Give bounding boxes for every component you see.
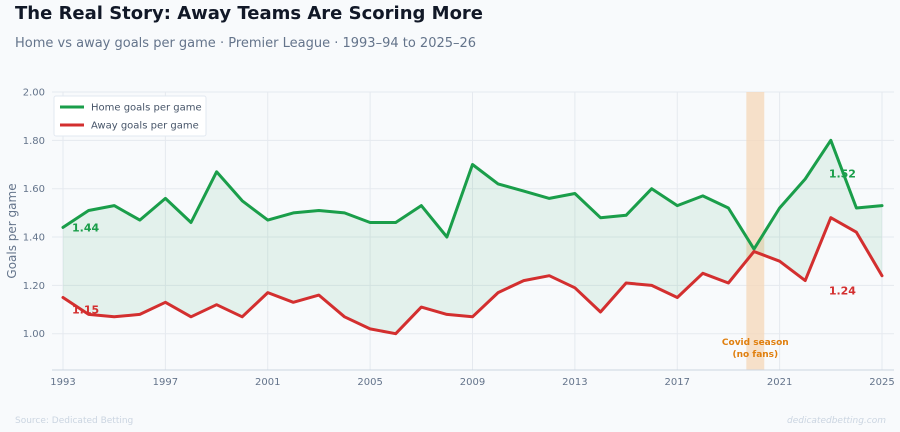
source-note: Source: Dedicated Betting [15,416,134,426]
covid-band [746,92,765,370]
legend-entry: Away goals per game [91,121,199,132]
chart-subtitle: Home vs away goals per game · Premier Le… [15,36,477,51]
y-tick-label: 1.20 [23,281,45,292]
legend: Home goals per game Away goals per game [53,95,207,137]
x-tick-label: 2013 [562,377,587,388]
y-tick-label: 1.40 [23,233,45,244]
covid-band-layer [746,92,765,370]
x-tick-label: 2001 [255,377,280,388]
site-credit: dedicatedbetting.com [786,416,886,426]
away-value-label: 1.15 [72,303,99,316]
annotation-layer: Covid season (no fans) 1.44 1.15 1.52 1.24 [72,167,856,360]
home-value-label: 1.52 [829,167,856,180]
covid-label-line2: (no fans) [732,350,778,360]
legend-entry: Home goals per game [91,103,202,114]
chart-title: The Real Story: Away Teams Are Scoring M… [15,3,484,24]
away-value-label: 1.24 [829,285,856,298]
legend-box [53,95,207,137]
away-goals-line [61,216,884,336]
x-tick-label: 2005 [357,377,382,388]
axes: 1.00 1.20 1.40 1.60 1.80 2.00 1993 1997 2001 2005… [5,88,895,389]
home-value-label: 1.44 [72,221,99,234]
home-goals-line [61,138,884,251]
x-tick-label: 2025 [869,377,894,388]
covid-label-line1: Covid season [722,338,789,348]
home-away-gap-area [63,140,882,334]
y-tick-label: 2.00 [23,88,45,99]
x-tick-label: 2009 [460,377,485,388]
y-tick-label: 1.60 [23,184,45,195]
x-tick-label: 1997 [153,377,178,388]
y-tick-label: 1.00 [23,329,45,340]
x-tick-label: 1993 [50,377,75,388]
y-axis-label: Goals per game [5,183,19,278]
gap-area-layer [63,140,882,334]
y-tick-label: 1.80 [23,136,45,147]
x-tick-label: 2017 [665,377,690,388]
series-layer [61,138,884,336]
x-tick-label: 2021 [767,377,792,388]
